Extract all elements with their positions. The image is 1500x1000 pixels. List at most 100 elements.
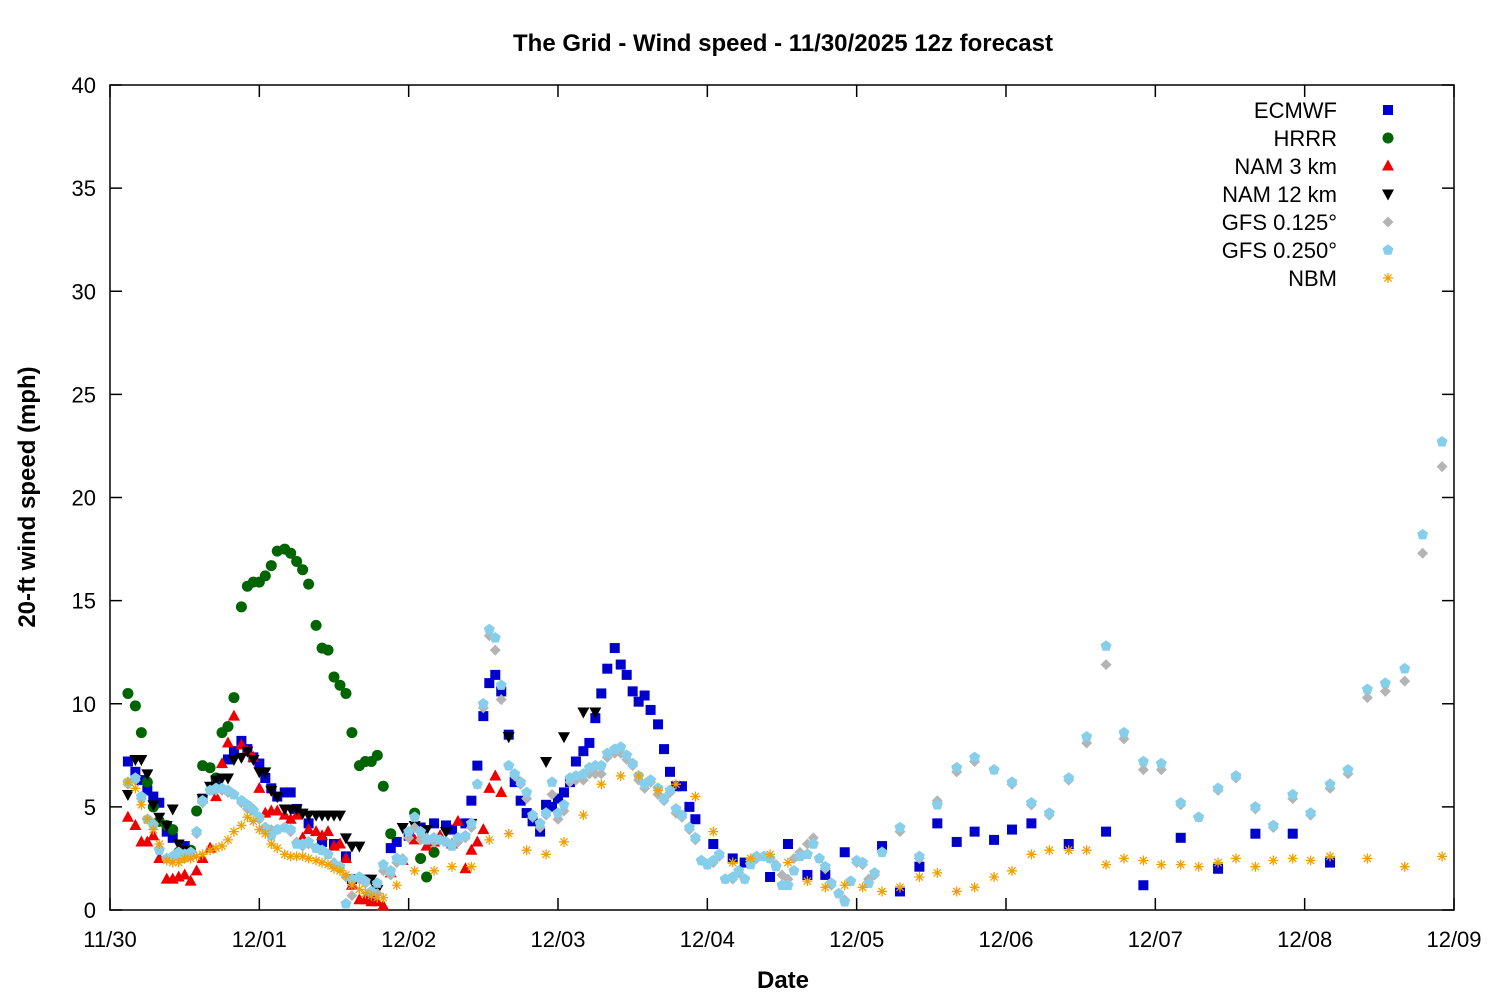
nam-12-km-point: [247, 754, 260, 766]
nam-12-km-point: [271, 792, 284, 804]
gfs-0-250-point: [833, 887, 845, 899]
gfs-0-250-point: [340, 898, 352, 909]
nbm-point: [366, 890, 377, 901]
nam-12-km-point: [153, 812, 166, 824]
gfs-0-250-point: [385, 865, 397, 876]
legend-marker-gfs-0-250: [1382, 244, 1394, 255]
nam-12-km-point: [577, 707, 590, 719]
y-tick-label: 40: [72, 73, 96, 98]
gfs-0-250-point: [515, 776, 527, 787]
ecmwf-point: [820, 869, 831, 880]
nbm-point: [279, 849, 290, 860]
ecmwf-point: [653, 719, 664, 730]
ecmwf-point: [490, 669, 501, 680]
gfs-0-250-point: [540, 807, 552, 818]
y-tick-label: 15: [72, 589, 96, 614]
nbm-point: [802, 876, 813, 887]
gfs-0-250-point: [595, 759, 607, 771]
chart-title: The Grid - Wind speed - 11/30/2025 12z f…: [513, 30, 1053, 57]
nbm-point: [1325, 851, 1336, 862]
gfs-0-250-point: [1361, 683, 1373, 694]
nbm-point: [690, 791, 701, 802]
nbm-point: [839, 880, 850, 891]
nam-3-km-point: [316, 829, 329, 841]
y-tick-label: 10: [72, 692, 96, 717]
gfs-0-250-point: [509, 768, 521, 779]
nbm-point: [857, 882, 868, 893]
gfs-0-250-point: [185, 846, 197, 857]
nam-12-km-point: [147, 800, 160, 812]
y-axis-title: 20-ft wind speed (mph): [14, 366, 41, 627]
gfs-0-250-point: [670, 803, 682, 814]
gfs-0-250-point: [552, 807, 564, 818]
nbm-point: [1063, 845, 1074, 856]
ecmwf-point: [515, 795, 526, 806]
nbm-point: [446, 861, 457, 872]
nbm-point: [1081, 845, 1092, 856]
nbm-point: [951, 886, 962, 897]
y-tick-label: 25: [72, 382, 96, 407]
ecmwf-point: [584, 737, 595, 748]
plot-frame: [109, 84, 1455, 911]
hrrr-point: [310, 619, 322, 631]
ecmwf-point: [1213, 863, 1224, 874]
legend-label-nam-12-km: NAM 12 km: [1222, 182, 1337, 207]
gfs-0-250-point: [894, 821, 906, 833]
gfs-0-250-point: [863, 877, 875, 888]
nam-3-km-point: [495, 785, 508, 797]
x-tick-label: 12/04: [680, 927, 735, 952]
gfs-0-125-point: [1379, 685, 1391, 697]
hrrr-point: [191, 805, 203, 817]
ecmwf-point: [130, 766, 141, 777]
x-tick-label: 12/09: [1426, 927, 1481, 952]
hrrr-point: [222, 720, 234, 732]
ecmwf-point: [615, 659, 626, 670]
gfs-0-250-point: [135, 790, 147, 802]
gfs-0-250-point: [1025, 796, 1037, 808]
ecmwf-point: [782, 839, 793, 849]
nam-3-km-point: [216, 757, 228, 769]
nbm-point: [727, 857, 738, 868]
gfs-0-250-point: [322, 848, 334, 859]
gfs-0-250-point: [788, 865, 800, 876]
nam-12-km-point: [241, 746, 254, 758]
gfs-0-250-point: [1230, 770, 1242, 781]
nam-3-km-point: [178, 868, 191, 880]
nbm-point: [205, 845, 216, 856]
axis-ticks: 0 5 10 15 20 25 30 35 40 11/30 12/01 12/02 12/03 12/0…: [72, 73, 1482, 952]
nbm-point: [391, 880, 402, 891]
hrrr-point: [204, 762, 216, 774]
nbm-point: [409, 865, 420, 876]
gfs-0-250-point: [869, 867, 881, 878]
gfs-0-250-point: [739, 873, 751, 884]
gfs-0-250-point: [1212, 782, 1224, 793]
nbm-point: [346, 880, 357, 891]
gfs-0-250-point: [1379, 677, 1391, 688]
nbm-point: [303, 853, 314, 864]
nbm-point: [323, 859, 334, 870]
gfs-0-250-point: [615, 741, 627, 752]
gfs-0-250-point: [228, 788, 240, 800]
ecmwf-point: [254, 758, 265, 769]
ecmwf-point: [1026, 818, 1037, 829]
gfs-0-250-point: [285, 823, 297, 835]
nbm-point: [122, 777, 133, 788]
nam-12-km-point: [290, 804, 303, 816]
gfs-0-250-point: [839, 895, 851, 907]
gfs-0-250-point: [465, 817, 477, 829]
ecmwf-point: [1175, 832, 1186, 843]
gfs-0-250-point: [546, 776, 558, 787]
gfs-0-250-point: [377, 858, 389, 870]
gfs-0-250-point: [627, 757, 639, 769]
ecmwf-point: [385, 843, 396, 854]
legend: ECMWF HRRR NAM 3 km NAM 12 km GFS 0.125° GFS …: [1222, 98, 1394, 291]
gfs-0-250-point: [303, 836, 315, 847]
ecmwf-point: [122, 756, 133, 767]
nbm-point: [191, 851, 202, 862]
nbm-point: [503, 828, 514, 839]
nbm-point: [670, 779, 681, 790]
legend-marker-hrrr: [1382, 132, 1394, 144]
gfs-0-250-point: [713, 848, 725, 859]
gfs-0-250-point: [527, 809, 539, 820]
